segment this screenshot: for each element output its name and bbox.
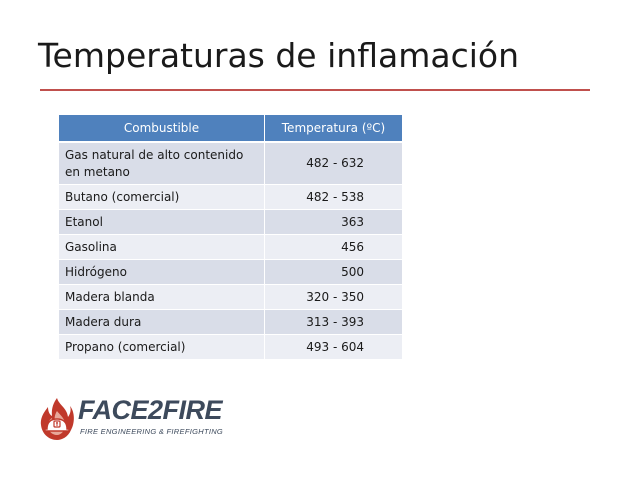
table-header-row: Combustible Temperatura (ºC) xyxy=(59,115,402,143)
fuel-cell: Butano (comercial) xyxy=(59,185,264,210)
fuel-cell: Propano (comercial) xyxy=(59,335,264,360)
slide-title: Temperaturas de inflamación xyxy=(38,36,519,75)
table-row: Etanol 363 xyxy=(59,210,402,235)
temperature-cell: 493 - 604 xyxy=(264,335,402,360)
table-row: Gas natural de alto contenido en metano … xyxy=(59,143,402,185)
fuel-cell: Madera blanda xyxy=(59,285,264,310)
fuel-cell: Madera dura xyxy=(59,310,264,335)
title-divider xyxy=(40,89,590,91)
table-row: Madera blanda 320 - 350 xyxy=(59,285,402,310)
temperature-cell: 482 - 538 xyxy=(264,185,402,210)
fuel-cell: Gas natural de alto contenido en metano xyxy=(59,143,264,185)
temperature-cell: 363 xyxy=(264,210,402,235)
temperature-cell: 456 xyxy=(264,235,402,260)
logo-wordmark: FACE2FIRE xyxy=(78,395,223,425)
face2fire-logo: FACE2FIRE FIRE ENGINEERING & FIREFIGHTIN… xyxy=(38,395,238,444)
column-header-temperature: Temperatura (ºC) xyxy=(264,115,402,143)
fuel-cell: Hidrógeno xyxy=(59,260,264,285)
temperature-cell: 482 - 632 xyxy=(264,143,402,185)
column-header-fuel: Combustible xyxy=(59,115,264,143)
temperature-cell: 320 - 350 xyxy=(264,285,402,310)
table-row: Propano (comercial) 493 - 604 xyxy=(59,335,402,360)
table-row: Hidrógeno 500 xyxy=(59,260,402,285)
table-row: Butano (comercial) 482 - 538 xyxy=(59,185,402,210)
fuel-cell: Gasolina xyxy=(59,235,264,260)
table-row: Gasolina 456 xyxy=(59,235,402,260)
fuel-temperature-table: Combustible Temperatura (ºC) Gas natural… xyxy=(59,115,402,360)
flame-helmet-icon xyxy=(40,398,74,440)
temperature-cell: 313 - 393 xyxy=(264,310,402,335)
table-row: Madera dura 313 - 393 xyxy=(59,310,402,335)
fuel-cell: Etanol xyxy=(59,210,264,235)
logo-tagline: FIRE ENGINEERING & FIREFIGHTING xyxy=(80,427,224,436)
temperature-cell: 500 xyxy=(264,260,402,285)
